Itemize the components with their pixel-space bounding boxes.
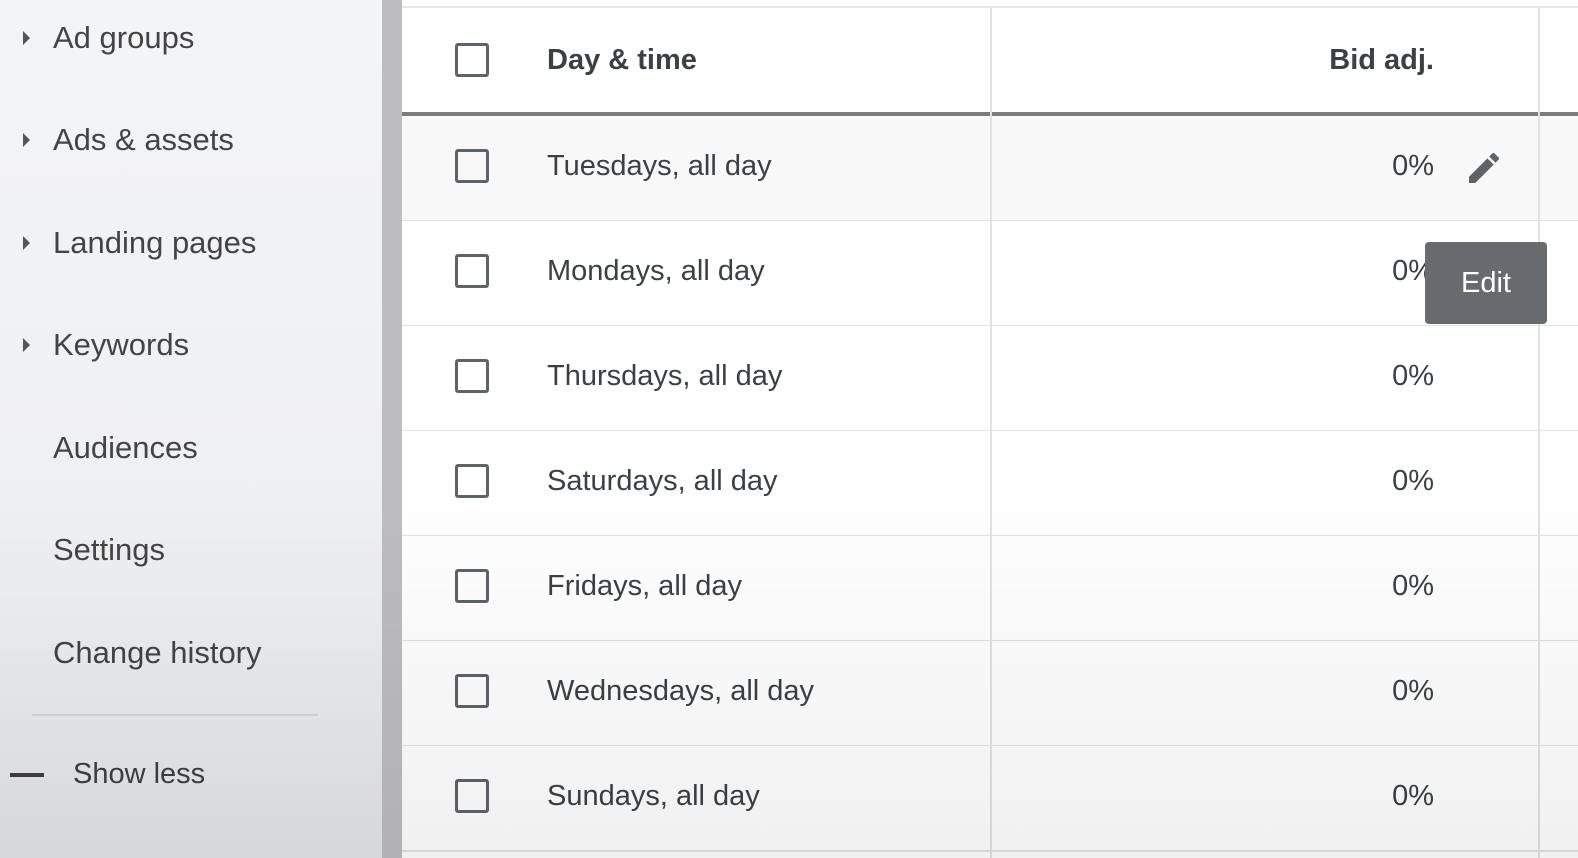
expand-arrow-icon[interactable] <box>23 236 30 250</box>
column-divider <box>1538 8 1540 858</box>
day-time-cell: Fridays, all day <box>547 570 743 602</box>
row-checkbox[interactable] <box>455 779 489 813</box>
sidebar: Ad groups Ads & assets Landing pages Key… <box>0 0 382 858</box>
expand-arrow-icon[interactable] <box>23 338 30 352</box>
bid-adj-cell[interactable]: 0% <box>1392 675 1434 707</box>
sidebar-divider <box>32 714 318 716</box>
row-checkbox[interactable] <box>455 359 489 393</box>
day-time-cell: Thursdays, all day <box>547 360 783 392</box>
row-checkbox[interactable] <box>455 254 489 288</box>
edit-tooltip: Edit <box>1425 242 1547 324</box>
day-time-cell: Mondays, all day <box>547 255 765 287</box>
bid-adj-cell[interactable]: 0% <box>1392 360 1434 392</box>
show-less-button[interactable]: Show less <box>0 746 382 806</box>
minus-icon <box>10 773 44 777</box>
pencil-icon[interactable] <box>1464 148 1504 188</box>
sidebar-item-ads-assets[interactable]: Ads & assets <box>0 110 382 170</box>
bid-adj-cell[interactable]: 0% <box>1392 150 1434 182</box>
sidebar-item-landing-pages[interactable]: Landing pages <box>0 213 382 273</box>
sidebar-item-audiences[interactable]: Audiences <box>53 430 198 465</box>
day-time-cell: Tuesdays, all day <box>547 150 772 182</box>
day-time-cell: Sundays, all day <box>547 780 760 812</box>
row-checkbox[interactable] <box>455 569 489 603</box>
row-checkbox[interactable] <box>455 674 489 708</box>
sidebar-item-ad-groups[interactable]: Ad groups <box>0 8 382 68</box>
column-divider <box>990 8 992 858</box>
day-time-cell: Wednesdays, all day <box>547 675 815 707</box>
bid-adj-cell[interactable]: 0% <box>1392 465 1434 497</box>
row-checkbox[interactable] <box>455 464 489 498</box>
expand-arrow-icon[interactable] <box>23 133 30 147</box>
select-all-checkbox[interactable] <box>455 43 489 77</box>
sidebar-item-change-history[interactable]: Change history <box>53 635 262 670</box>
sidebar-item-keywords[interactable]: Keywords <box>0 315 382 375</box>
bid-adj-cell[interactable]: 0% <box>1392 780 1434 812</box>
sidebar-item-settings[interactable]: Settings <box>53 532 166 567</box>
column-header-day-time[interactable]: Day & time <box>547 44 697 76</box>
table-top-border <box>402 6 1578 8</box>
day-time-cell: Saturdays, all day <box>547 465 778 497</box>
expand-arrow-icon[interactable] <box>23 31 30 45</box>
row-checkbox[interactable] <box>455 149 489 183</box>
column-header-bid-adj[interactable]: Bid adj. <box>1329 44 1434 76</box>
panel-divider <box>382 0 402 858</box>
bid-adj-cell[interactable]: 0% <box>1392 570 1434 602</box>
ad-schedule-table: Day & time Bid adj. Tuesdays, all day 0% M… <box>402 0 1578 858</box>
tooltip-label: Edit <box>1461 266 1511 299</box>
